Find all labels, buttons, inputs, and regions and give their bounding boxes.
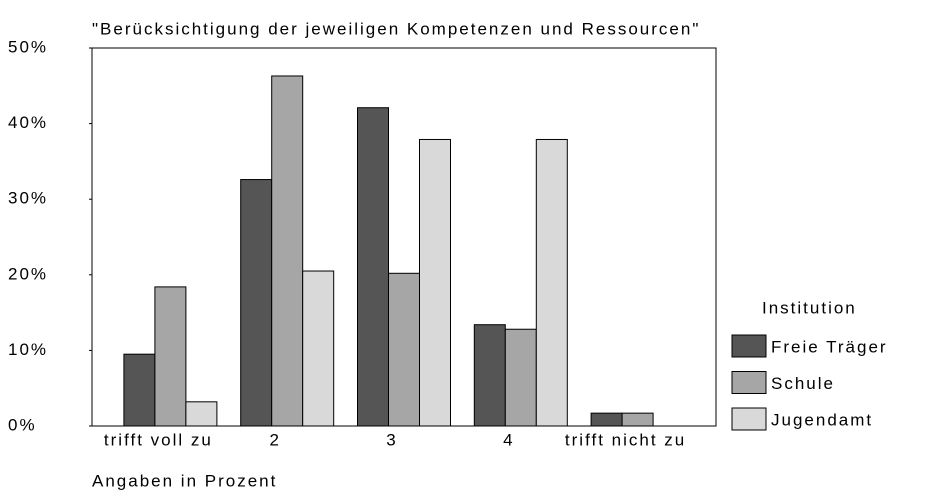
x-tick-label: 3 (386, 430, 397, 449)
bar (302, 270, 335, 427)
legend-label: Jugendamt (771, 410, 873, 429)
legend-title: Institution (762, 298, 857, 317)
y-tick-label: 30% (8, 189, 48, 208)
y-tick-label: 0% (8, 415, 37, 434)
bar (473, 324, 506, 427)
legend-swatch (731, 334, 767, 358)
bar (154, 286, 187, 427)
legend-swatch (731, 371, 767, 394)
x-tick-label: 2 (269, 430, 280, 449)
legend-label: Freie Träger (771, 337, 888, 356)
legend-label: Schule (771, 374, 835, 393)
bar (590, 412, 623, 427)
y-tick-label: 50% (8, 37, 48, 56)
x-tick-label: trifft voll zu (104, 430, 213, 449)
bar (357, 107, 389, 427)
bar (535, 138, 568, 427)
bar (185, 401, 218, 427)
x-axis-label: Angaben in Prozent (92, 471, 277, 490)
bar (419, 138, 451, 427)
bar (621, 412, 654, 427)
y-tick-label: 10% (8, 340, 48, 359)
bar (504, 328, 537, 427)
chart-title: "Berücksichtigung der jeweiligen Kompete… (92, 19, 700, 38)
bar (123, 353, 156, 427)
y-tick-label: 40% (8, 113, 48, 132)
x-tick-label: trifft nicht zu (565, 430, 686, 449)
bar (271, 75, 304, 427)
bar (388, 272, 420, 427)
y-tick-label: 20% (8, 264, 48, 283)
legend-swatch (731, 407, 767, 431)
bar (240, 179, 273, 427)
x-tick-label: 4 (503, 430, 514, 449)
